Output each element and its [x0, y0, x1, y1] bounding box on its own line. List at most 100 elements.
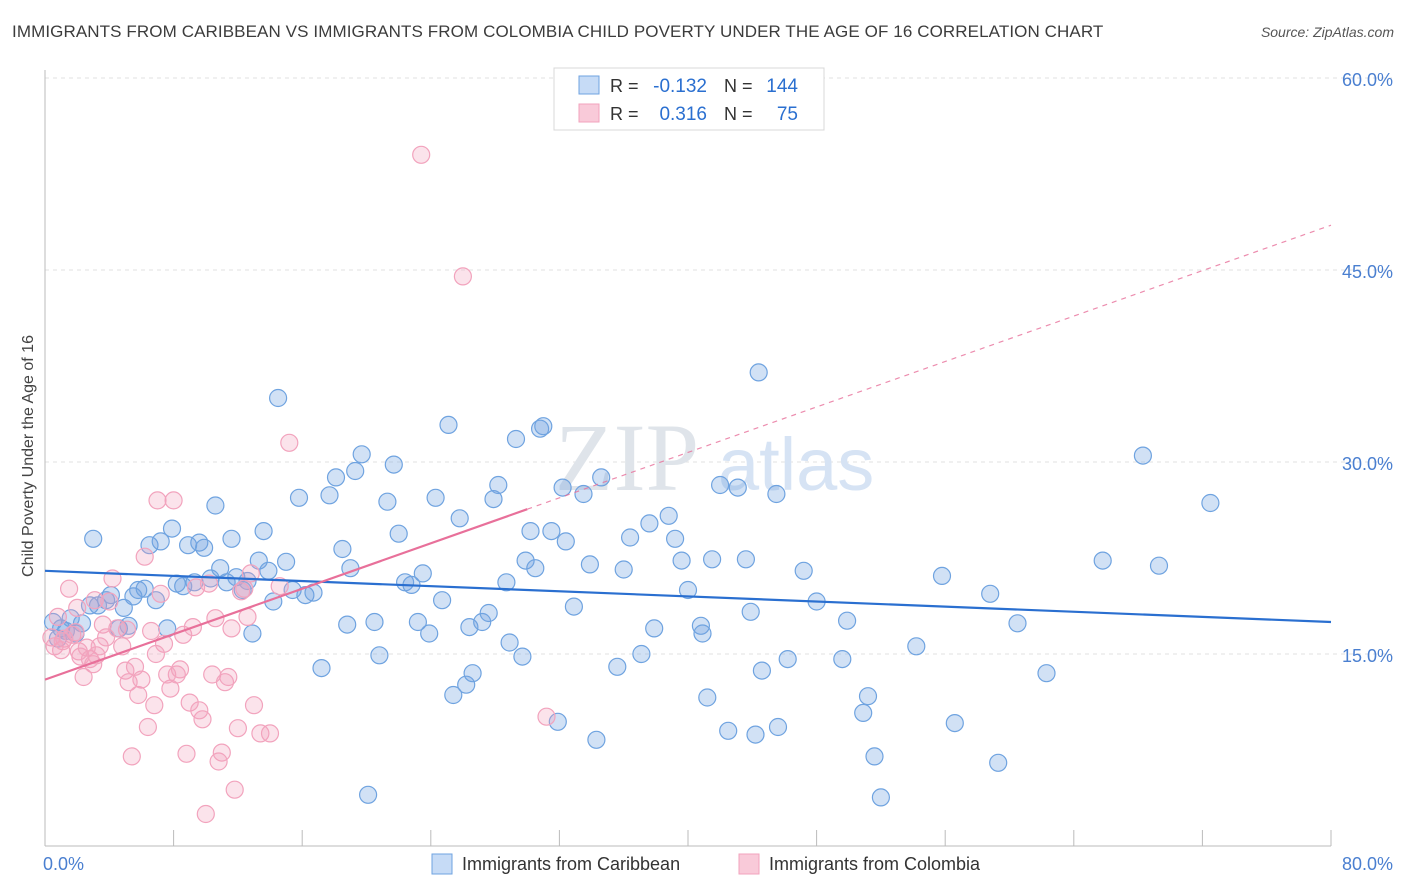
caribbean-point-89	[548, 712, 567, 731]
caribbean-point-94	[580, 555, 600, 574]
caribbean-point-134	[989, 753, 1008, 772]
caribbean-point-49	[320, 486, 339, 505]
colombia-point-59	[235, 579, 254, 598]
caribbean-point-105	[672, 551, 691, 570]
colombia-point-67	[412, 145, 431, 164]
colombia-point-72	[85, 591, 104, 610]
caribbean-point-140	[1201, 493, 1220, 513]
gridlines	[45, 77, 1392, 655]
caribbean-point-78	[489, 475, 508, 495]
caribbean-point-110	[702, 550, 722, 569]
caribbean-point-93	[574, 484, 593, 504]
caribbean-point-69	[439, 415, 458, 434]
caribbean-point-102	[645, 619, 664, 638]
caribbean-point-132	[945, 713, 964, 733]
colombia-point-52	[212, 743, 231, 762]
colombia-point-66	[280, 433, 299, 452]
caribbean-point-86	[530, 419, 550, 438]
caribbean-point-52	[338, 615, 357, 634]
trend-line-1-solid	[44, 508, 528, 681]
colombia-point-53	[215, 673, 235, 692]
caribbean-point-20	[151, 532, 170, 551]
colombia-point-47	[196, 804, 215, 824]
y-tick-label-3: 60.0%	[1342, 70, 1393, 90]
colombia-point-32	[148, 491, 167, 510]
caribbean-point-116	[746, 725, 765, 744]
caribbean-point-87	[534, 417, 553, 436]
caribbean-point-91	[556, 532, 575, 551]
caribbean-point-81	[506, 429, 526, 449]
caribbean-point-24	[174, 577, 193, 596]
colombia-point-62	[244, 696, 264, 715]
colombia-point-57	[228, 719, 247, 738]
caribbean-point-108	[693, 624, 712, 643]
caribbean-point-135	[1008, 614, 1027, 633]
colombia-point-46	[193, 710, 212, 729]
colombia-point-37	[164, 491, 183, 510]
caribbean-point-129	[871, 788, 891, 807]
y-axis-label: Child Poverty Under the Age of 16	[20, 335, 37, 577]
colombia-point-69	[537, 707, 556, 726]
caribbean-point-120	[768, 717, 788, 737]
caribbean-point-99	[620, 528, 640, 547]
caribbean-point-43	[277, 552, 296, 571]
caribbean-point-84	[521, 521, 540, 541]
caribbean-point-58	[370, 646, 389, 665]
legend-r-label-2: R =	[610, 104, 639, 124]
trend-line-0	[44, 569, 1332, 624]
bottom-legend-caribbean: Immigrants from Caribbean	[462, 854, 680, 874]
colombia-point-68	[453, 267, 472, 286]
caribbean-point-65	[413, 564, 432, 583]
colombia-point-3	[51, 641, 71, 660]
colombia-point-74	[146, 644, 165, 664]
colombia-points	[42, 145, 556, 824]
caribbean-point-98	[614, 560, 633, 579]
legend-n-label-2: N =	[724, 104, 753, 124]
caribbean-point-137	[1093, 551, 1112, 570]
legend-swatch-blue	[578, 75, 600, 95]
legend-n-value-1: 144	[766, 76, 798, 97]
axes	[44, 70, 1332, 847]
colombia-point-55	[222, 619, 241, 638]
colombia-point-30	[142, 621, 161, 641]
watermark: ZIP atlas	[555, 404, 874, 511]
y-tick-label-1: 30.0%	[1342, 454, 1393, 474]
colombia-point-42	[180, 693, 199, 712]
source-label: Source: ZipAtlas.com	[1260, 24, 1394, 40]
caribbean-point-77	[484, 490, 503, 509]
caribbean-point-124	[833, 649, 852, 669]
legend-n-label-1: N =	[724, 76, 753, 96]
caribbean-point-51	[333, 539, 352, 559]
caribbean-point-133	[981, 584, 1000, 603]
caribbean-point-95	[587, 730, 606, 749]
caribbean-point-30	[206, 496, 225, 515]
caribbean-point-79	[497, 573, 516, 592]
colombia-point-11	[77, 638, 96, 657]
caribbean-point-107	[691, 616, 711, 635]
caribbean-point-122	[794, 561, 813, 580]
colombia-point-58	[232, 582, 251, 601]
colombia-point-5	[59, 579, 79, 598]
caribbean-point-106	[678, 580, 698, 600]
caribbean-point-56	[359, 785, 378, 804]
caribbean-point-138	[1133, 446, 1153, 465]
colombia-point-15	[90, 637, 109, 656]
colombia-point-73	[117, 620, 137, 639]
caribbean-point-76	[479, 603, 498, 623]
caribbean-point-8	[84, 529, 103, 548]
caribbean-point-16	[129, 580, 148, 600]
legend-r-value-1: -0.132	[653, 76, 707, 97]
caribbean-point-42	[269, 388, 288, 408]
caribbean-point-92	[564, 597, 584, 616]
caribbean-point-82	[513, 647, 532, 666]
caribbean-point-139	[1149, 556, 1169, 575]
caribbean-point-39	[254, 521, 273, 541]
colombia-point-7	[66, 623, 85, 642]
caribbean-point-83	[516, 551, 535, 570]
caribbean-point-72	[457, 675, 476, 694]
caribbean-point-111	[710, 475, 730, 495]
caribbean-point-121	[778, 649, 797, 669]
caribbean-point-100	[632, 644, 651, 664]
caribbean-point-18	[140, 536, 159, 555]
